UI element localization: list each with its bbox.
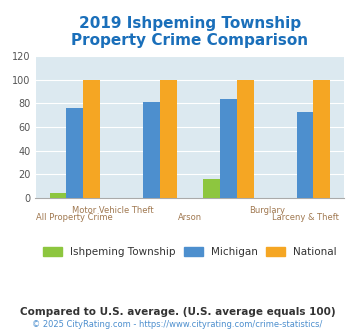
Legend: Ishpeming Township, Michigan, National: Ishpeming Township, Michigan, National — [39, 243, 341, 261]
Bar — [50, 193, 66, 198]
Text: Larceny & Theft: Larceny & Theft — [272, 214, 338, 222]
Bar — [237, 80, 253, 198]
Bar — [203, 179, 220, 198]
Text: © 2025 CityRating.com - https://www.cityrating.com/crime-statistics/: © 2025 CityRating.com - https://www.city… — [32, 319, 323, 329]
Bar — [296, 112, 313, 198]
Title: 2019 Ishpeming Township
Property Crime Comparison: 2019 Ishpeming Township Property Crime C… — [71, 16, 308, 48]
Bar — [313, 80, 330, 198]
Bar — [66, 108, 83, 198]
Bar — [160, 80, 177, 198]
Text: All Property Crime: All Property Crime — [37, 214, 113, 222]
Text: Burglary: Burglary — [248, 206, 285, 215]
Text: Arson: Arson — [178, 214, 202, 222]
Text: Compared to U.S. average. (U.S. average equals 100): Compared to U.S. average. (U.S. average … — [20, 307, 335, 317]
Text: Motor Vehicle Theft: Motor Vehicle Theft — [72, 206, 154, 215]
Bar — [83, 80, 100, 198]
Bar — [143, 102, 160, 198]
Bar — [220, 99, 237, 198]
